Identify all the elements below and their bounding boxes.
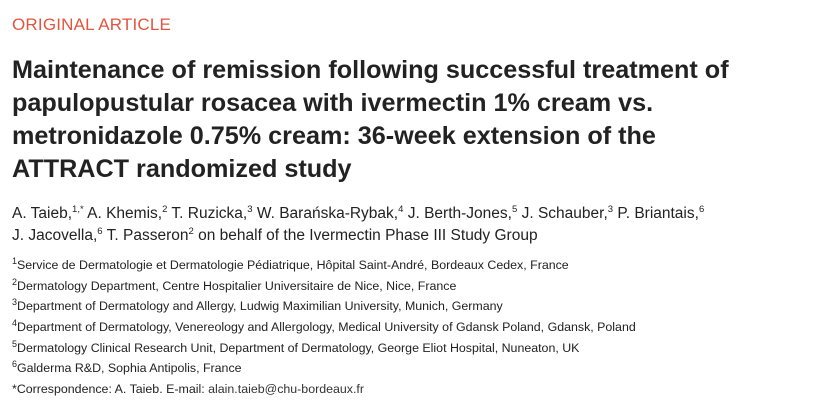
author-affiliation-ref: 2 [188, 226, 194, 237]
affiliation-number: 5 [12, 338, 18, 349]
author-affiliation-ref: 1,* [72, 204, 84, 215]
affiliation-item: 1Service de Dermatologie et Dermatologie… [12, 255, 832, 276]
affiliation-text: Service de Dermatologie et Dermatologie … [17, 258, 569, 272]
author-line: A. Taieb,1,* A. Khemis,2 T. Ruzicka,3 W.… [12, 203, 832, 225]
author-name: J. Schauber, [521, 205, 608, 222]
affiliation-number: 2 [12, 276, 18, 287]
author-name: T. Passeron [106, 227, 189, 244]
correspondence-name: A. Taieb. [114, 382, 163, 397]
author-name: T. Ruzicka, [171, 205, 248, 222]
affiliation-item: 6Galderma R&D, Sophia Antipolis, France [12, 358, 832, 379]
study-group-text: on behalf of the Ivermectin Phase III St… [198, 227, 538, 244]
correspondence-email-link[interactable]: alain.taieb@chu-bordeaux.fr [208, 382, 364, 397]
author-affiliation-ref: 6 [97, 226, 103, 237]
author-name: A. Khemis, [87, 205, 163, 222]
affiliation-number: 3 [12, 297, 18, 308]
author-affiliation-ref: 3 [247, 204, 253, 215]
correspondence-label: Correspondence: [16, 382, 112, 397]
author-name: P. Briantais, [617, 205, 699, 222]
article-type-label: ORIGINAL ARTICLE [12, 15, 172, 34]
title-line: metronidazole 0.75% cream: 36-week exten… [12, 122, 656, 150]
title-line: papulopustular rosacea with ivermectin 1… [12, 89, 654, 117]
affiliation-number: 4 [12, 318, 18, 329]
affiliation-text: Galderma R&D, Sophia Antipolis, France [17, 361, 242, 376]
affiliation-item: 3Department of Dermatology and Allergy, … [12, 296, 832, 317]
email-label: E-mail: [166, 382, 205, 397]
author-affiliation-ref: 3 [607, 204, 614, 215]
author-affiliation-ref: 6 [698, 204, 705, 215]
author-line: J. Jacovella,6 T. Passeron2 on behalf of… [12, 225, 832, 247]
affiliation-item: 2Dermatology Department, Centre Hospital… [12, 276, 832, 297]
author-name: J. Jacovella, [12, 227, 98, 244]
article-title: Maintenance of remission following succe… [12, 54, 832, 186]
author-name: J. Berth-Jones, [407, 205, 512, 222]
author-list: A. Taieb,1,* A. Khemis,2 T. Ruzicka,3 W.… [12, 203, 832, 247]
correspondence-line: *Correspondence: A. Taieb. E-mail: alain… [12, 379, 832, 400]
affiliation-text: Department of Dermatology and Allergy, L… [17, 299, 503, 314]
title-line: ATTRACT randomized study [12, 155, 352, 183]
author-name: W. Barańska-Rybak, [256, 205, 399, 222]
affiliation-text: Department of Dermatology, Venereology a… [17, 320, 636, 335]
author-affiliation-ref: 2 [162, 204, 168, 215]
affiliation-text: Dermatology Department, Centre Hospitali… [17, 278, 457, 293]
title-line: Maintenance of remission following succe… [12, 56, 729, 84]
correspondence-star: * [12, 382, 17, 397]
affiliation-list: 1Service de Dermatologie et Dermatologie… [12, 255, 832, 400]
affiliation-number: 6 [12, 359, 18, 370]
affiliation-text: Dermatology Clinical Research Unit, Depa… [17, 340, 580, 355]
author-affiliation-ref: 5 [511, 204, 518, 215]
author-affiliation-ref: 4 [398, 204, 404, 215]
affiliation-item: 5Dermatology Clinical Research Unit, Dep… [12, 338, 832, 359]
affiliation-item: 4Department of Dermatology, Venereology … [12, 317, 832, 338]
affiliation-number: 1 [12, 256, 18, 266]
author-name: A. Taieb, [12, 205, 73, 222]
